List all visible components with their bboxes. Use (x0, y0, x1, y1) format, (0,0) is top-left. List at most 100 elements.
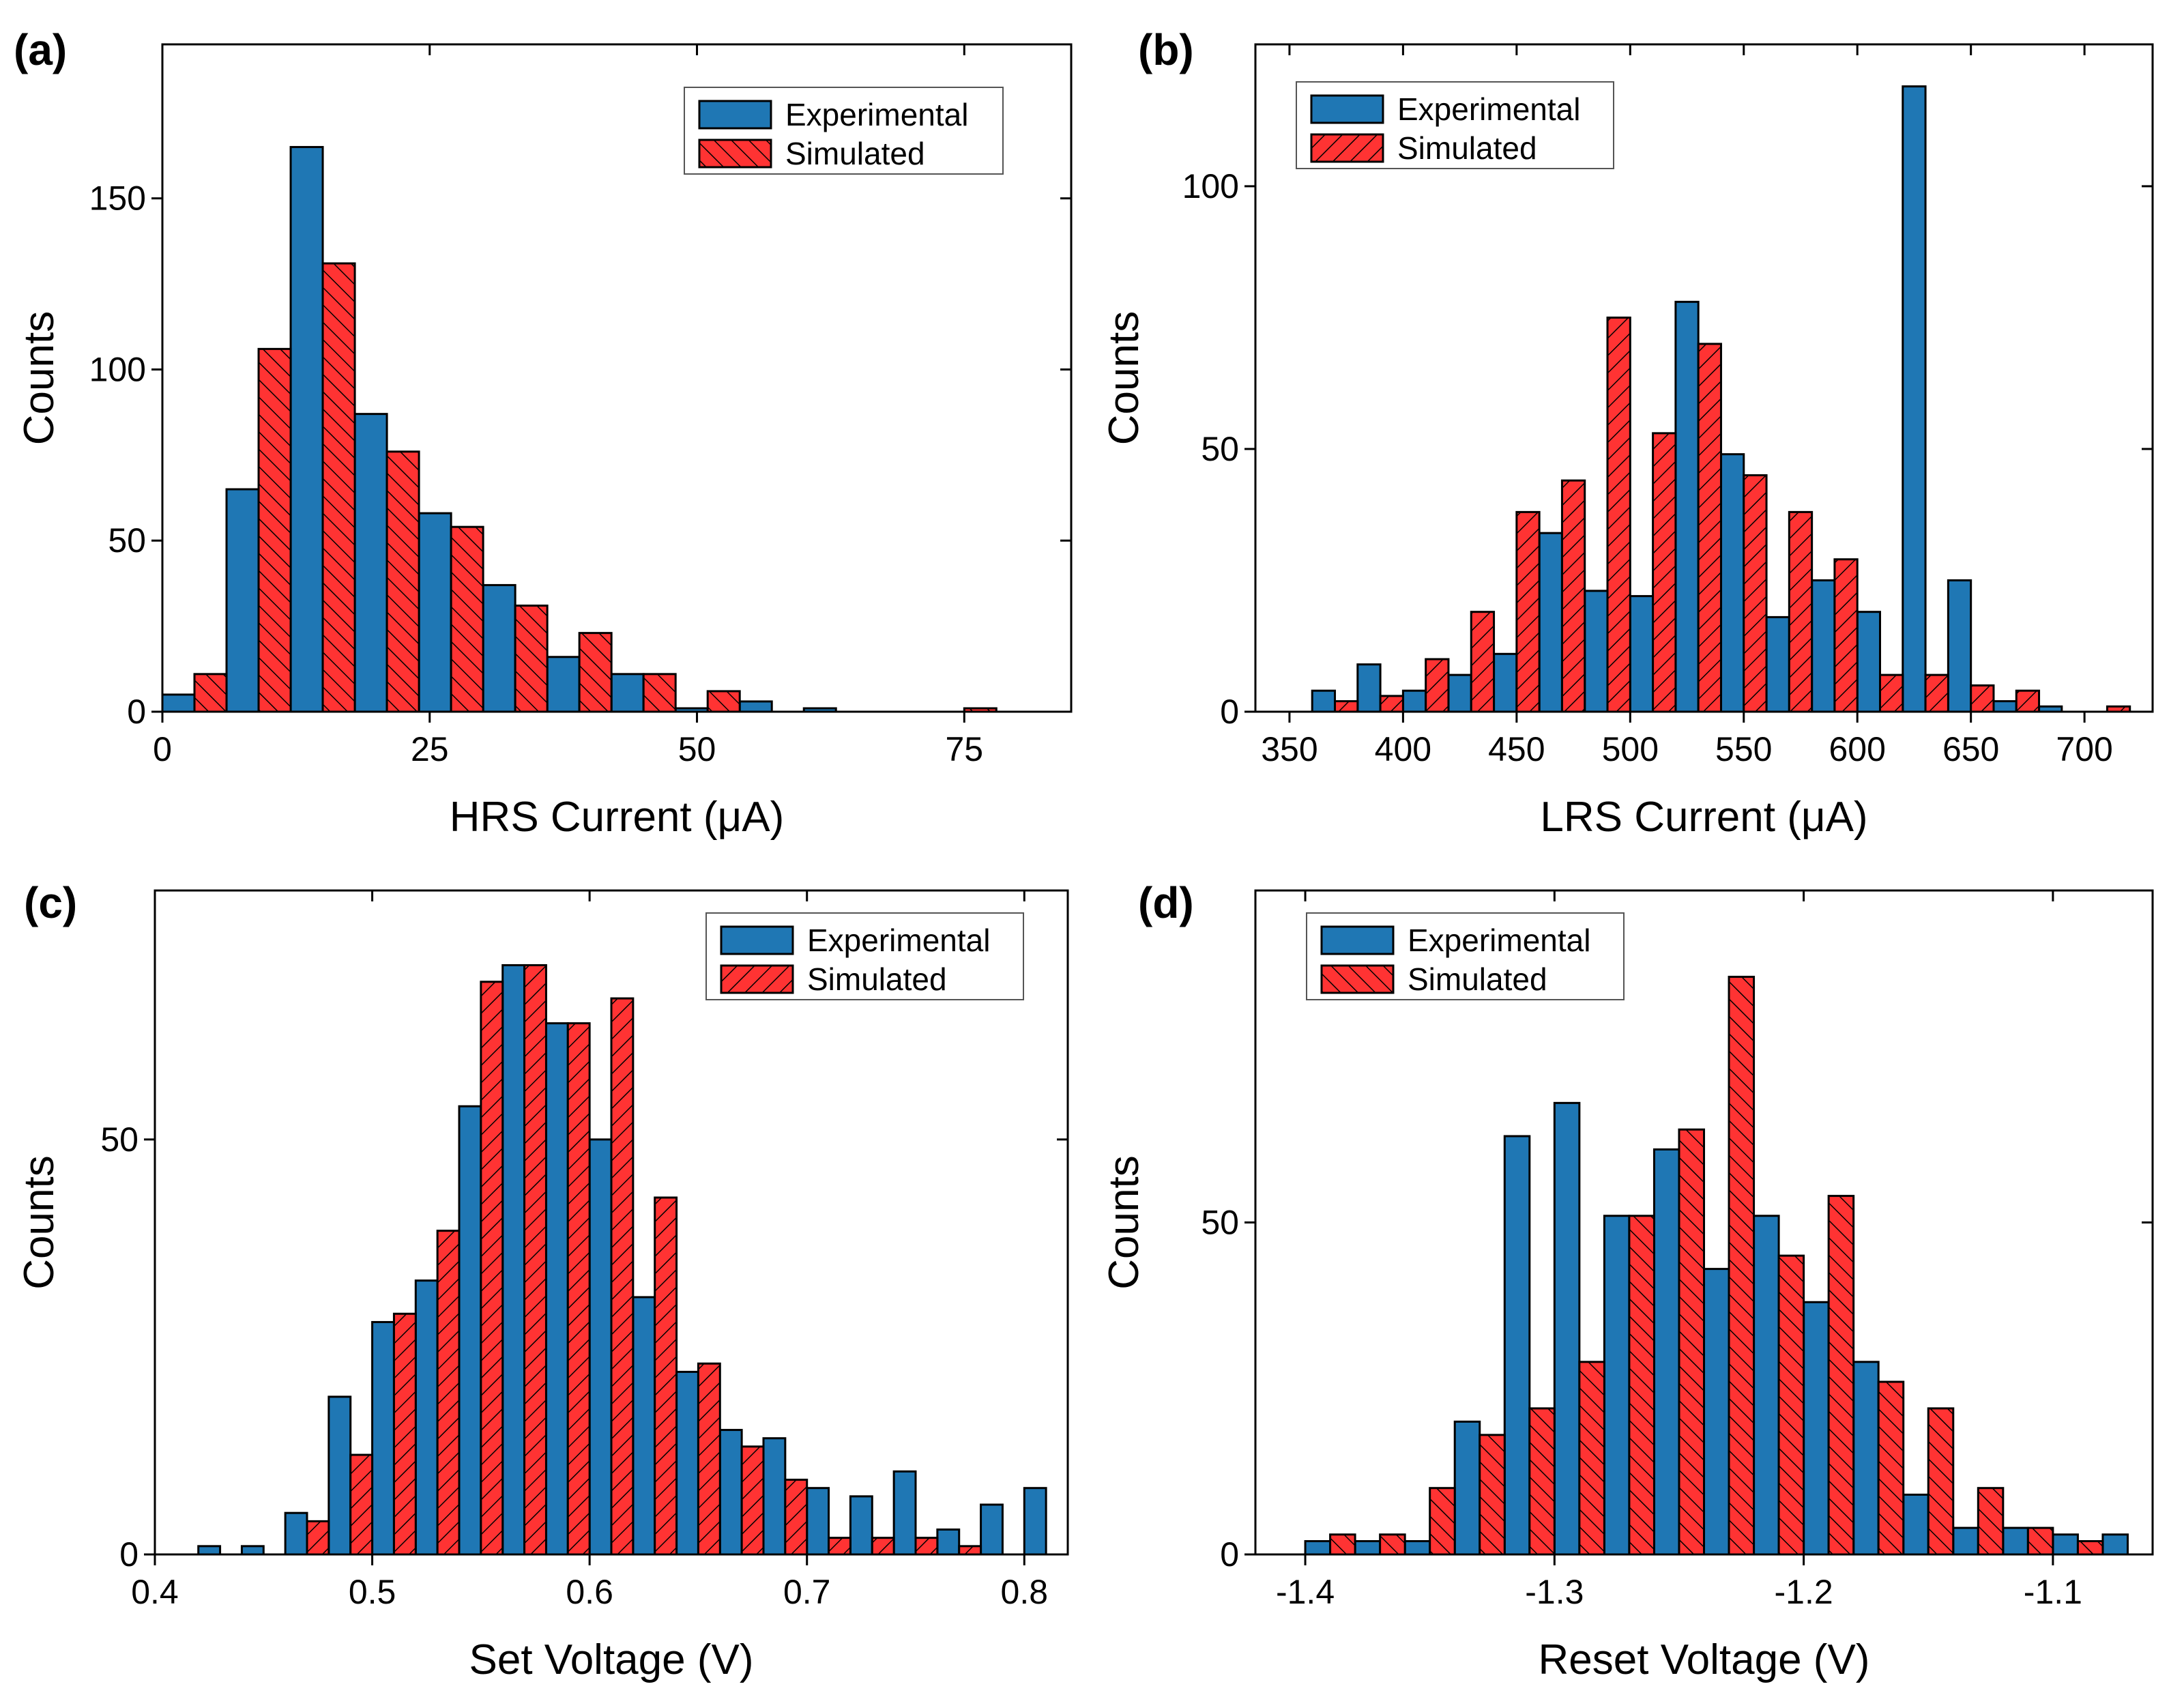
bar-simulated (1560, 479, 1586, 713)
x-tick-label: 50 (678, 730, 716, 768)
legend-label-experimental: Experimental (1408, 923, 1590, 958)
bar-experimental (1023, 1487, 1047, 1556)
bar-simulated (871, 1537, 895, 1556)
bar-experimental (849, 1495, 873, 1556)
bar-experimental (501, 964, 526, 1556)
bar-experimental (161, 693, 196, 713)
bar-simulated (828, 1537, 851, 1556)
bar-simulated (1429, 1487, 1456, 1556)
bar-simulated (1777, 1254, 1805, 1556)
x-tick-label: 650 (1942, 730, 1999, 768)
bar-simulated (1628, 1215, 1655, 1556)
x-tick-label: -1.3 (1525, 1573, 1584, 1611)
x-tick-label: 450 (1488, 730, 1545, 768)
bar-simulated (1877, 1380, 1905, 1556)
legend-swatch-experimental (1320, 925, 1395, 955)
bar-simulated (1479, 1434, 1506, 1556)
bar-simulated (2026, 1526, 2054, 1556)
bar-simulated (958, 1545, 982, 1556)
legend-swatch-experimental (1310, 94, 1384, 124)
bar-simulated (784, 1479, 809, 1556)
bar-experimental (1304, 1540, 1332, 1556)
x-tick-label: 0 (153, 730, 172, 768)
bar-experimental (718, 1429, 743, 1556)
y-axis-label: Counts (1101, 1155, 1148, 1289)
bar-simulated (1578, 1361, 1605, 1556)
x-tick-label: 0.4 (131, 1573, 179, 1611)
x-tick-label: 600 (1829, 730, 1885, 768)
bar-simulated (392, 1312, 417, 1556)
bar-experimental (610, 673, 645, 713)
bar-experimental (284, 1511, 308, 1556)
bar-experimental (632, 1296, 656, 1556)
bar-experimental (675, 1370, 699, 1556)
y-tick-label: 50 (1201, 430, 1239, 468)
chart-panel-3: (c) 0.4 0.5 0.6 0.7 0.8 0 50 Set Voltage (V) Coun… (16, 878, 1069, 1683)
bar-experimental (936, 1529, 961, 1556)
legend: Experimental Simulated (684, 87, 1004, 175)
legend-swatch-simulated (720, 964, 794, 994)
bar-experimental (2002, 1526, 2029, 1556)
bar-experimental (806, 1487, 830, 1556)
bar-simulated (1515, 510, 1541, 713)
legend-label-experimental: Experimental (785, 97, 968, 132)
plot-frame (1254, 43, 2154, 713)
bar-simulated (1879, 673, 1904, 713)
bar-experimental (1553, 1101, 1581, 1556)
legend-swatch-simulated (698, 139, 772, 169)
x-tick-label: 400 (1375, 730, 1431, 768)
bar-experimental (418, 512, 452, 713)
y-tick-label: 50 (1201, 1204, 1239, 1242)
y-axis-label: Counts (16, 1155, 63, 1289)
y-tick-label: 0 (119, 1535, 139, 1574)
bar-experimental (1354, 1540, 1382, 1556)
bar-experimental (1493, 652, 1518, 713)
bar-experimental (1765, 615, 1790, 713)
bar-simulated (1606, 316, 1631, 713)
plot-frame (154, 889, 1069, 1556)
bar-simulated (740, 1445, 765, 1556)
y-tick-label: 50 (108, 521, 146, 560)
bar-experimental (544, 1022, 569, 1556)
legend-label-simulated: Simulated (1397, 130, 1537, 166)
legend-label-simulated: Simulated (785, 136, 925, 171)
bar-experimental (1852, 1361, 1880, 1556)
bar-experimental (1401, 689, 1427, 713)
x-tick-label: 550 (1715, 730, 1772, 768)
panel-label: (a) (14, 25, 67, 74)
bar-simulated (1927, 1407, 1955, 1556)
bar-experimental (1992, 700, 2018, 713)
x-tick-label: 0.6 (566, 1573, 613, 1611)
panel-label: (b) (1138, 25, 1194, 74)
bar-experimental (1447, 673, 1472, 713)
bar-experimental (738, 700, 773, 713)
y-tick-label: 100 (1182, 167, 1239, 205)
bar-experimental (1947, 579, 1972, 713)
bar-simulated (914, 1537, 939, 1556)
bar-experimental (1652, 1148, 1680, 1556)
bar-simulated (566, 1022, 591, 1556)
bar-experimental (371, 1320, 395, 1556)
bar-simulated (450, 525, 484, 713)
x-axis-label: Reset Voltage (V) (1539, 1636, 1870, 1683)
bar-simulated (1379, 695, 1404, 713)
bar-simulated (1728, 975, 1756, 1556)
x-tick-label: 75 (945, 730, 983, 768)
y-axis-label: Counts (1101, 311, 1148, 445)
bar-simulated (321, 262, 356, 713)
bar-simulated (1970, 684, 1995, 713)
bar-simulated (1788, 510, 1814, 713)
bar-experimental (546, 656, 581, 713)
bar-experimental (1811, 579, 1836, 713)
bar-simulated (1833, 558, 1859, 713)
bar-simulated (193, 673, 228, 713)
chart-panel-1: (a) 0 25 50 75 0 50 100 150 HRS Current (μA) Count… (14, 25, 1073, 841)
bar-experimental (353, 413, 388, 713)
bar-experimental (197, 1545, 222, 1556)
x-axis-label: HRS Current (μA) (450, 794, 784, 841)
bar-experimental (2052, 1533, 2079, 1556)
bar-simulated (1528, 1407, 1556, 1556)
x-tick-label: 0.7 (783, 1573, 831, 1611)
